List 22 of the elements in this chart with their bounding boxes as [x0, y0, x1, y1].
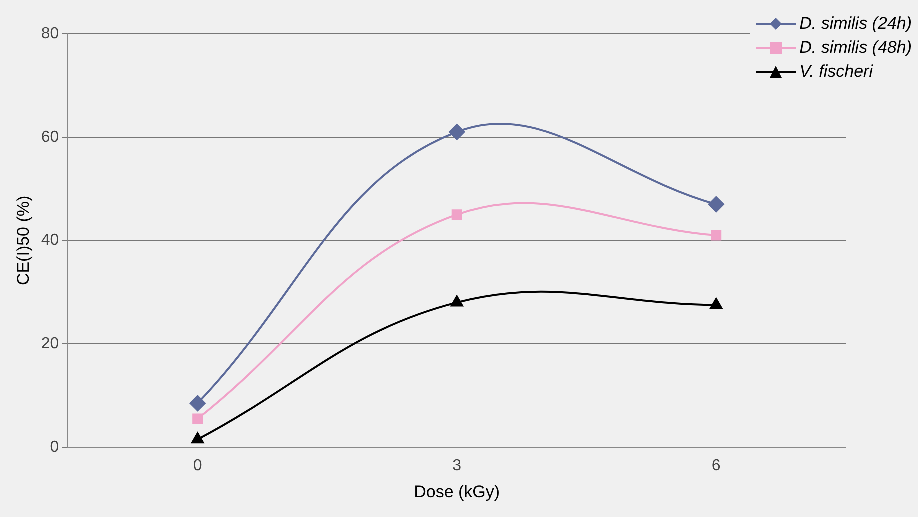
x-tick-label: 0	[193, 457, 202, 474]
point	[192, 414, 204, 424]
y-tick-label: 0	[50, 438, 60, 456]
x-tick-label: 6	[712, 457, 721, 474]
y-tick-label: 60	[41, 128, 60, 146]
legend-label: D. similis (48h)	[800, 38, 912, 58]
legend-label: V. fischeri	[800, 62, 873, 82]
point	[711, 230, 722, 241]
point	[449, 124, 466, 140]
x-tick-label: 3	[452, 457, 462, 474]
legend-label: D. similis (24h)	[800, 14, 912, 34]
y-tick-label: 40	[41, 232, 60, 250]
point	[450, 296, 464, 307]
point	[192, 432, 204, 444]
y-axis-title: CE(I)50 (%)	[14, 196, 33, 286]
x-axis-title: Dose (kGy)	[414, 482, 500, 502]
point	[710, 298, 723, 310]
point	[190, 395, 206, 412]
point	[708, 196, 724, 213]
point	[452, 210, 462, 220]
y-tick-label: 20	[41, 335, 60, 352]
y-tick-label: 80	[41, 25, 60, 42]
